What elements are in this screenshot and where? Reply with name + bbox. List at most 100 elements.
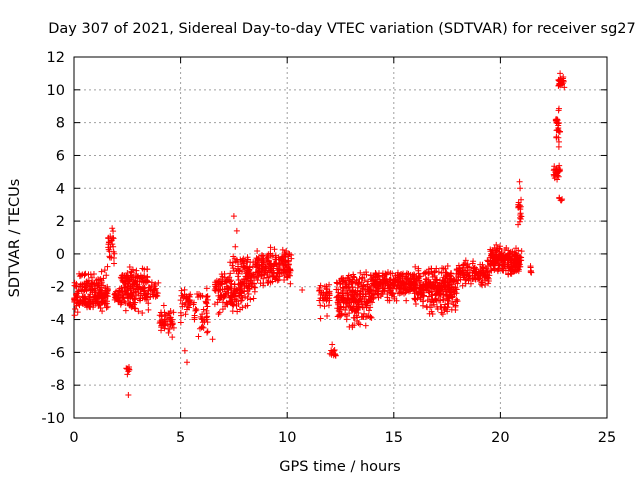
- data-point: [440, 265, 447, 272]
- data-point: [227, 259, 234, 266]
- data-point: [199, 323, 206, 330]
- data-point: [412, 300, 419, 307]
- data-point: [506, 250, 513, 257]
- data-point: [555, 138, 562, 145]
- data-point: [339, 297, 346, 304]
- data-point: [413, 278, 420, 285]
- data-point: [478, 281, 485, 288]
- data-point: [494, 268, 501, 275]
- data-point: [353, 307, 360, 314]
- data-point: [244, 295, 251, 302]
- data-point: [405, 280, 412, 287]
- data-point: [203, 307, 210, 314]
- data-point: [333, 279, 340, 286]
- data-point: [511, 268, 518, 275]
- data-point: [413, 288, 420, 295]
- data-point: [123, 365, 130, 372]
- data-point: [186, 293, 193, 300]
- data-point: [192, 305, 199, 312]
- data-point: [449, 294, 456, 301]
- data-point: [404, 276, 411, 283]
- data-point: [436, 286, 443, 293]
- data-point: [487, 261, 494, 268]
- data-point: [357, 293, 364, 300]
- data-point: [317, 315, 324, 322]
- data-point: [148, 279, 155, 286]
- data-point: [255, 268, 262, 275]
- data-point: [199, 292, 206, 299]
- data-point: [177, 297, 184, 304]
- data-point: [244, 287, 251, 294]
- data-point: [551, 163, 558, 170]
- data-point: [488, 267, 495, 274]
- data-point: [236, 292, 243, 299]
- data-point: [485, 277, 492, 284]
- data-point: [99, 308, 106, 315]
- data-point: [492, 254, 499, 261]
- data-point: [98, 268, 105, 275]
- data-point: [247, 272, 254, 279]
- data-point: [254, 277, 261, 284]
- data-point: [169, 334, 176, 341]
- data-point: [121, 298, 128, 305]
- data-point: [241, 288, 248, 295]
- data-point: [86, 295, 93, 302]
- data-point: [267, 266, 274, 273]
- data-point: [469, 260, 476, 267]
- data-point: [429, 271, 436, 278]
- data-point: [134, 273, 141, 280]
- data-point: [398, 270, 405, 277]
- x-tick-label: 10: [278, 430, 296, 446]
- data-point: [423, 282, 430, 289]
- data-point: [184, 303, 191, 310]
- data-point: [242, 282, 249, 289]
- data-point: [204, 313, 211, 320]
- data-point: [419, 289, 426, 296]
- data-point: [493, 254, 500, 261]
- data-point: [99, 293, 106, 300]
- data-point: [442, 269, 449, 276]
- data-point: [223, 283, 230, 290]
- data-point: [415, 274, 422, 281]
- data-point: [343, 283, 350, 290]
- data-point: [515, 260, 522, 267]
- data-point: [335, 301, 342, 308]
- data-point: [245, 269, 252, 276]
- data-point: [399, 272, 406, 279]
- data-point: [288, 252, 295, 259]
- data-point: [258, 258, 265, 265]
- data-point: [204, 303, 211, 310]
- data-point: [461, 271, 468, 278]
- data-point: [285, 253, 292, 260]
- data-point: [553, 116, 560, 123]
- data-point: [451, 290, 458, 297]
- data-point: [403, 297, 410, 304]
- data-point: [183, 359, 190, 366]
- data-point: [345, 274, 352, 281]
- data-point: [256, 263, 263, 270]
- y-tick-label: 0: [56, 247, 65, 263]
- data-point: [267, 261, 274, 268]
- data-point: [215, 311, 222, 318]
- data-point: [227, 270, 234, 277]
- data-point: [230, 213, 237, 220]
- data-point: [233, 227, 240, 234]
- data-point: [355, 303, 362, 310]
- data-point: [446, 286, 453, 293]
- data-point: [357, 269, 364, 276]
- data-point: [87, 291, 94, 298]
- data-point: [154, 293, 161, 300]
- data-point: [90, 270, 97, 277]
- data-point: [242, 303, 249, 310]
- data-point: [330, 348, 337, 355]
- data-point: [179, 300, 186, 307]
- data-point: [137, 297, 144, 304]
- x-tick-label: 25: [598, 430, 616, 446]
- data-point: [183, 306, 190, 313]
- data-point: [369, 299, 376, 306]
- data-point: [253, 261, 260, 268]
- y-tick-label: -4: [51, 313, 65, 329]
- data-point: [282, 259, 289, 266]
- data-point: [386, 284, 393, 291]
- data-point: [215, 292, 222, 299]
